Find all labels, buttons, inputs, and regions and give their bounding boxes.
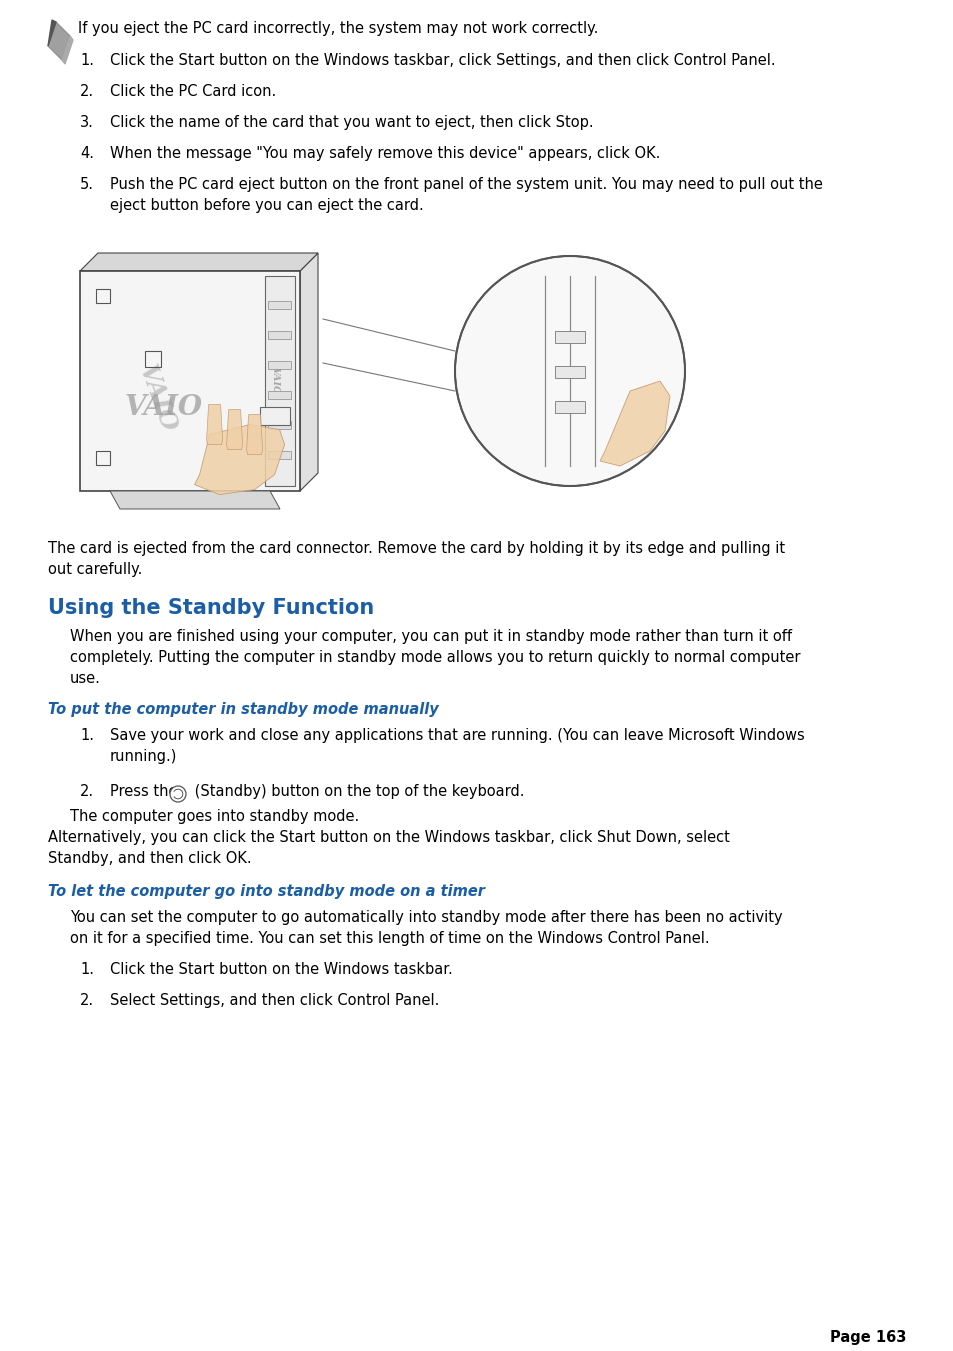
Text: 2.: 2. [80, 993, 94, 1008]
Text: 1.: 1. [80, 962, 94, 977]
Text: eject button before you can eject the card.: eject button before you can eject the ca… [110, 199, 423, 213]
Bar [268, 451, 291, 459]
Text: VAIO: VAIO [133, 362, 180, 436]
Bar [268, 390, 291, 399]
Text: 4.: 4. [80, 146, 94, 161]
Bar [265, 276, 294, 486]
Text: When you are finished using your computer, you can put it in standby mode rather: When you are finished using your compute… [70, 630, 791, 644]
Text: Using the Standby Function: Using the Standby Function [48, 598, 374, 617]
Text: 3.: 3. [80, 115, 93, 130]
Polygon shape [80, 253, 317, 272]
Text: Click the Start button on the Windows taskbar, click Settings, and then click Co: Click the Start button on the Windows ta… [110, 53, 775, 68]
Text: Press the: Press the [110, 784, 182, 798]
Text: Standby, and then click OK.: Standby, and then click OK. [48, 851, 252, 866]
Text: 5.: 5. [80, 177, 94, 192]
Circle shape [170, 786, 186, 802]
Text: When the message "You may safely remove this device" appears, click OK.: When the message "You may safely remove … [110, 146, 659, 161]
Bar [268, 301, 291, 309]
Bar [96, 289, 110, 303]
Text: Select Settings, and then click Control Panel.: Select Settings, and then click Control … [110, 993, 439, 1008]
Text: Alternatively, you can click the Start button on the Windows taskbar, click Shut: Alternatively, you can click the Start b… [48, 830, 729, 844]
Bar [145, 351, 161, 367]
Bar [268, 331, 291, 339]
Text: out carefully.: out carefully. [48, 562, 142, 577]
Text: 2.: 2. [80, 84, 94, 99]
Polygon shape [48, 22, 70, 59]
Bar [268, 422, 291, 430]
Text: To put the computer in standby mode manually: To put the computer in standby mode manu… [48, 703, 438, 717]
Text: completely. Putting the computer in standby mode allows you to return quickly to: completely. Putting the computer in stan… [70, 650, 800, 665]
Text: The computer goes into standby mode.: The computer goes into standby mode. [70, 809, 359, 824]
Text: Page 163: Page 163 [829, 1329, 905, 1346]
Polygon shape [110, 490, 280, 509]
Bar [555, 401, 584, 413]
Polygon shape [207, 404, 222, 444]
Bar [555, 366, 584, 378]
Polygon shape [246, 415, 262, 454]
Text: Click the Start button on the Windows taskbar.: Click the Start button on the Windows ta… [110, 962, 453, 977]
Polygon shape [62, 36, 73, 63]
Text: VAIO: VAIO [271, 367, 279, 394]
Polygon shape [48, 20, 56, 46]
Polygon shape [194, 424, 284, 494]
Polygon shape [299, 253, 317, 490]
Text: (Standby) button on the top of the keyboard.: (Standby) button on the top of the keybo… [190, 784, 524, 798]
Text: Save your work and close any applications that are running. (You can leave Micro: Save your work and close any application… [110, 728, 804, 743]
Bar [96, 451, 110, 465]
Circle shape [455, 255, 684, 486]
Bar [260, 408, 290, 426]
Text: Click the name of the card that you want to eject, then click Stop.: Click the name of the card that you want… [110, 115, 593, 130]
Text: Push the PC card eject button on the front panel of the system unit. You may nee: Push the PC card eject button on the fro… [110, 177, 822, 192]
Text: on it for a specified time. You can set this length of time on the Windows Contr: on it for a specified time. You can set … [70, 931, 709, 946]
Polygon shape [599, 381, 669, 466]
Text: 1.: 1. [80, 728, 94, 743]
Text: If you eject the PC card incorrectly, the system may not work correctly.: If you eject the PC card incorrectly, th… [78, 22, 598, 36]
Text: VAIO: VAIO [125, 394, 202, 422]
Text: To let the computer go into standby mode on a timer: To let the computer go into standby mode… [48, 884, 484, 898]
Text: Click the PC Card icon.: Click the PC Card icon. [110, 84, 276, 99]
Text: 1.: 1. [80, 53, 94, 68]
Text: use.: use. [70, 671, 101, 686]
Bar [555, 331, 584, 343]
Bar [80, 272, 299, 490]
Polygon shape [227, 409, 242, 450]
Bar [268, 361, 291, 369]
Text: The card is ejected from the card connector. Remove the card by holding it by it: The card is ejected from the card connec… [48, 540, 784, 557]
Text: 2.: 2. [80, 784, 94, 798]
Text: You can set the computer to go automatically into standby mode after there has b: You can set the computer to go automatic… [70, 911, 781, 925]
Text: running.): running.) [110, 748, 177, 765]
